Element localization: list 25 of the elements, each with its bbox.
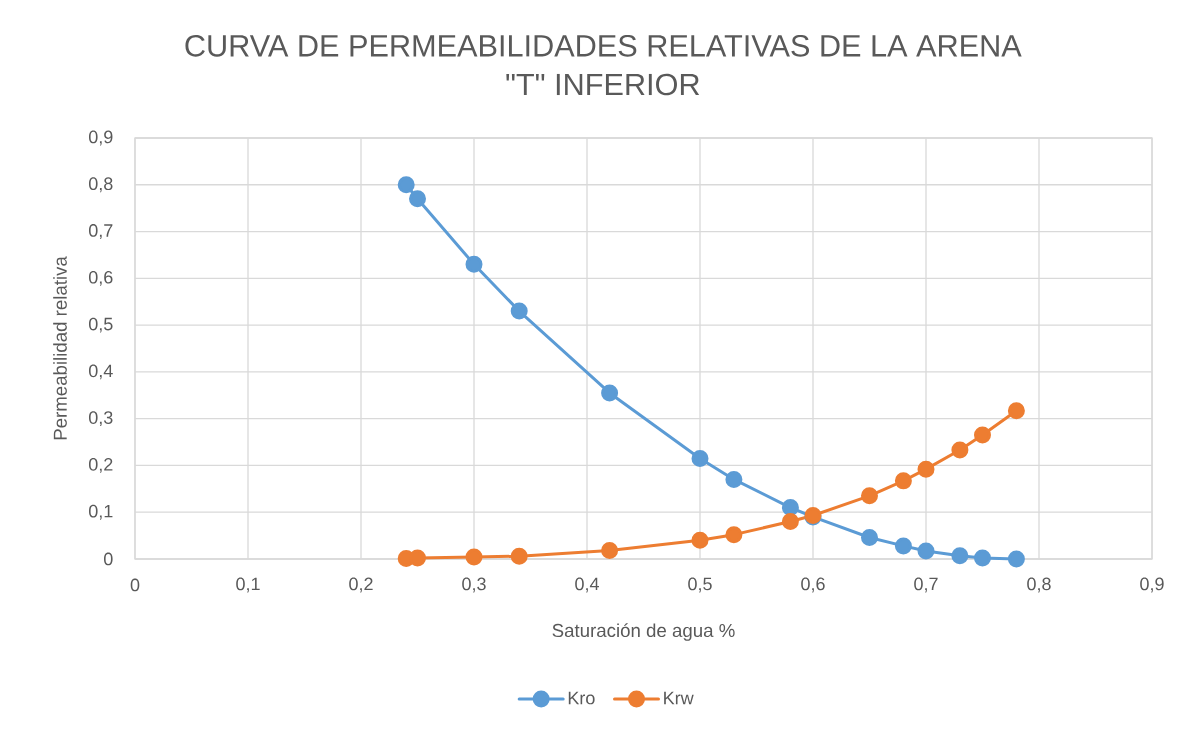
x-tick-label: 0,5 — [688, 577, 712, 593]
legend-label: Kro — [568, 691, 595, 705]
chart-title: CURVA DE PERMEABILIDADES RELATIVAS DE LA ARENA "T" INFERIOR — [185, 34, 1022, 96]
x-tick-label: 0,1 — [236, 577, 260, 593]
y-tick-label: 0,6 — [88, 270, 113, 286]
y-tick-label: 0,4 — [88, 364, 113, 380]
y-tick-label: 0,8 — [88, 177, 113, 193]
y-tick-label: 0,9 — [88, 130, 113, 146]
x-tick-label: 0,6 — [801, 577, 825, 593]
legend-label: Krw — [664, 691, 694, 705]
y-tick-label: 0,1 — [88, 504, 113, 520]
x-tick-label: 0,9 — [1140, 577, 1164, 593]
y-tick-label: 0 — [104, 552, 113, 566]
y-tick-label: 0,2 — [88, 458, 113, 473]
y-axis-title: Permeabilidad relativa — [53, 256, 67, 440]
x-tick-label: 0,4 — [575, 577, 599, 593]
x-tick-label: 0,8 — [1027, 577, 1051, 593]
x-tick-label: 0,7 — [914, 577, 938, 593]
y-tick-label: 0,5 — [88, 317, 113, 333]
y-tick-label: 0,7 — [88, 224, 113, 239]
x-tick-label: 0 — [130, 578, 140, 592]
x-axis-title: Saturación de agua % — [552, 623, 735, 641]
x-tick-label: 0,3 — [462, 577, 486, 593]
x-tick-label: 0,2 — [349, 577, 373, 593]
y-tick-label: 0,3 — [88, 411, 113, 427]
